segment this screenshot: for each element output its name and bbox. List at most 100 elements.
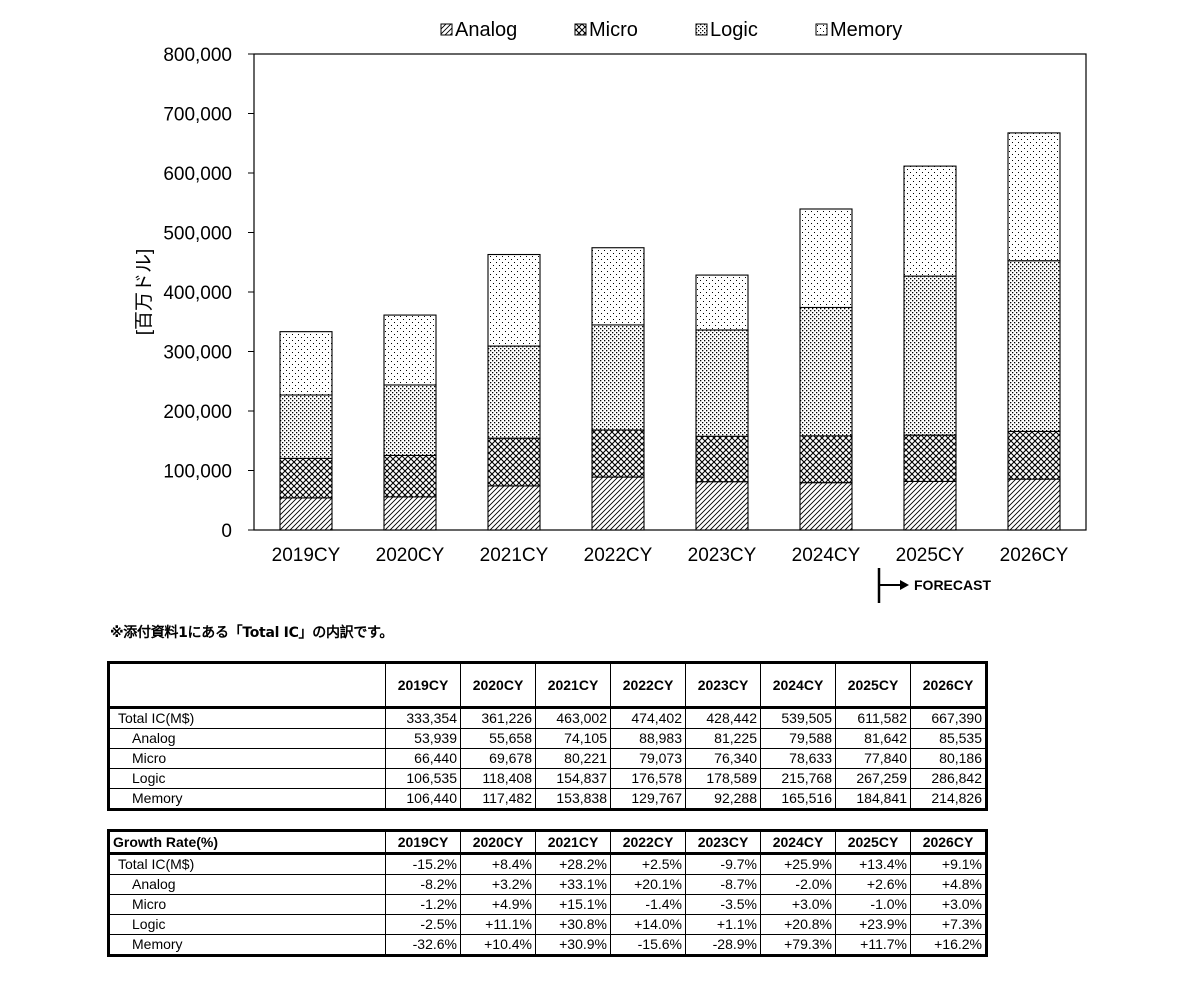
table-cell: 88,983 — [610, 728, 686, 749]
table-cell: 428,442 — [685, 706, 761, 729]
bar-segment-memory — [1007, 132, 1061, 262]
stacked-bar-chart: Analog Micro Logic Memory 0 100,000 200,000 30… — [134, 19, 1087, 603]
table-cell: +9.1% — [910, 852, 987, 875]
table-row: Total IC(M$) -15.2% +8.4% +28.2% +2.5% -9.7% +… — [108, 852, 987, 875]
table-cell: +23.9% — [835, 914, 911, 935]
legend-swatch-memory — [815, 23, 828, 36]
bar-stack-2024CY — [799, 208, 853, 531]
table-cell: 153,838 — [535, 788, 611, 810]
table-cell: -2.0% — [760, 874, 836, 895]
table-cell: 361,226 — [460, 706, 536, 729]
row-label: Analog — [108, 874, 386, 895]
legend-label: Memory — [830, 19, 902, 41]
table-cell: +11.1% — [460, 914, 536, 935]
table-row: Analog 53,939 55,658 74,105 88,983 81,225 79,5… — [108, 728, 987, 749]
bar-segment-micro — [1007, 430, 1061, 480]
x-axis: 2019CY 2020CY 2021CY 2022CY 2023CY 2024CY 2025… — [272, 545, 1069, 566]
bar-segment-analog — [591, 476, 645, 531]
row-label: Total IC(M$) — [108, 852, 386, 875]
table-cell: 184,841 — [835, 788, 911, 810]
table-corner-cell — [108, 662, 386, 708]
bar-segment-logic — [279, 394, 333, 459]
table-cell: -9.7% — [685, 852, 761, 875]
bar-segment-memory — [799, 208, 853, 309]
bar-segment-logic — [903, 275, 957, 436]
table-cell: +4.8% — [910, 874, 987, 895]
row-label: Memory — [108, 788, 386, 810]
table-cell: +14.0% — [610, 914, 686, 935]
bar-segment-analog — [799, 482, 853, 531]
table-cell: +8.4% — [460, 852, 536, 875]
row-label: Logic — [108, 914, 386, 935]
table-cell: -15.2% — [385, 852, 461, 875]
bar-segment-memory — [591, 247, 645, 326]
bar-segment-analog — [383, 496, 437, 531]
x-tick-label: 2023CY — [688, 545, 757, 566]
x-tick-label: 2022CY — [584, 545, 653, 566]
totals-table: 2019CY 2020CY 2021CY 2022CY 2023CY 2024CY 2025… — [107, 661, 988, 811]
y-tick-label: 0 — [221, 521, 232, 542]
chart-legend: Analog Micro Logic Memory — [440, 19, 902, 41]
bar-segment-logic — [383, 384, 437, 456]
table-cell: 85,535 — [910, 728, 987, 749]
y-tick-label: 600,000 — [163, 164, 232, 185]
table-row: Total IC(M$) 333,354 361,226 463,002 474,402… — [108, 706, 987, 729]
legend-swatch-logic — [695, 23, 708, 36]
column-header: 2024CY — [760, 830, 836, 854]
table-cell: +20.1% — [610, 874, 686, 895]
table-cell: -15.6% — [610, 934, 686, 956]
table-cell: +3.0% — [760, 894, 836, 915]
legend-label: Analog — [455, 19, 517, 41]
y-tick-label: 500,000 — [163, 224, 232, 245]
table-row: Memory 106,440 117,482 153,838 129,767 92,288… — [108, 788, 987, 810]
table-cell: 333,354 — [385, 706, 461, 729]
bar-segment-memory — [903, 165, 957, 277]
table-row: Memory -32.6% +10.4% +30.9% -15.6% -28.9% +79.… — [108, 934, 987, 956]
bar-segment-logic — [799, 306, 853, 437]
table-cell: -1.2% — [385, 894, 461, 915]
table-cell: 286,842 — [910, 768, 987, 789]
column-header: 2019CY — [385, 830, 461, 854]
bar-stack-2022CY — [591, 247, 645, 531]
column-header: 2023CY — [685, 662, 761, 708]
growth-rate-table: Growth Rate(%) 2019CY 2020CY 2021CY 2022CY 20… — [107, 829, 988, 957]
table-cell: 117,482 — [460, 788, 536, 810]
bar-stack-2019CY — [279, 331, 333, 531]
table-cell: 66,440 — [385, 748, 461, 769]
table-cell: +25.9% — [760, 852, 836, 875]
bar-segment-analog — [695, 481, 749, 531]
y-tick-label: 800,000 — [163, 45, 232, 66]
table-cell: 539,505 — [760, 706, 836, 729]
table-cell: -28.9% — [685, 934, 761, 956]
table-cell: 178,589 — [685, 768, 761, 789]
bar-segment-analog — [1007, 478, 1061, 531]
y-tick-label: 300,000 — [163, 343, 232, 364]
table-cell: 80,186 — [910, 748, 987, 769]
x-tick-label: 2021CY — [480, 545, 549, 566]
bar-segment-micro — [903, 434, 957, 482]
legend-swatch-analog — [440, 23, 453, 36]
y-axis: 0 100,000 200,000 300,000 400,000 500,000 600,… — [134, 45, 254, 542]
row-label: Memory — [108, 934, 386, 956]
table-cell: 79,588 — [760, 728, 836, 749]
table-row: Micro -1.2% +4.9% +15.1% -1.4% -3.5% +3.0% -1.0… — [108, 894, 987, 915]
table-cell: +11.7% — [835, 934, 911, 956]
growth-rate-title: Growth Rate(%) — [108, 830, 386, 854]
table-cell: +3.2% — [460, 874, 536, 895]
y-tick-label: 100,000 — [163, 462, 232, 483]
table-row: Micro 66,440 69,678 80,221 79,073 76,340 78,63… — [108, 748, 987, 769]
table-cell: -2.5% — [385, 914, 461, 935]
table-cell: 74,105 — [535, 728, 611, 749]
table-cell: +13.4% — [835, 852, 911, 875]
plot-area-frame — [253, 53, 1087, 531]
column-header: 2022CY — [610, 830, 686, 854]
table-cell: -8.2% — [385, 874, 461, 895]
table-cell: +1.1% — [685, 914, 761, 935]
table-cell: 77,840 — [835, 748, 911, 769]
x-tick-label: 2025CY — [896, 545, 965, 566]
table-cell: -32.6% — [385, 934, 461, 956]
bar-segment-analog — [487, 485, 541, 531]
legend-swatch-micro — [574, 23, 587, 36]
bar-segment-micro — [591, 429, 645, 478]
table-cell: -1.4% — [610, 894, 686, 915]
